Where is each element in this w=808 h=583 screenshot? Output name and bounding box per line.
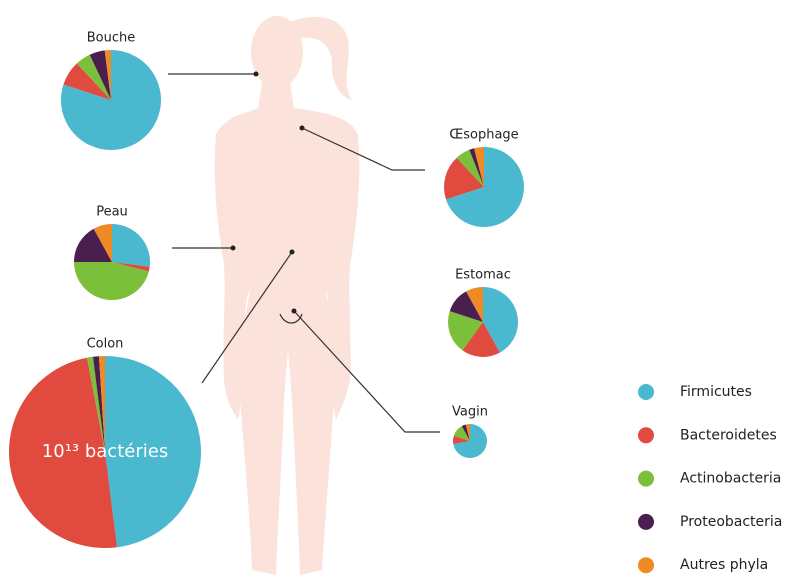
legend-label: Firmicutes [680,384,752,400]
pie-title: Estomac [455,268,511,283]
pie-annotation: 10¹³ bactéries [42,441,168,462]
pie-title: Peau [96,205,128,220]
legend-label: Proteobacteria [680,514,782,530]
pie-title: Œsophage [449,128,518,143]
legend-marker [638,427,654,443]
silhouette [215,16,360,575]
diagram: Bouche Œsophage Peau Estomac Colon 10¹³ bacté… [0,0,808,583]
legend-label: Actinobacteria [680,471,781,487]
connector-dot [300,126,305,131]
legend-marker [638,384,654,400]
legend-label: Bacteroidetes [680,427,777,443]
pie-title: Bouche [87,31,136,46]
pie-title: Colon [87,337,124,352]
connector-dot [292,309,297,314]
legend-marker [638,557,654,573]
connector-dot [290,250,295,255]
legend-marker [638,514,654,530]
legend: Firmicutes Bacteroidetes Actinobacteria Pro… [638,384,782,573]
legend-label: Autres phyla [680,557,768,573]
connector-dot [254,72,259,77]
legend-marker [638,471,654,487]
connector-dot [231,246,236,251]
pie-slice [112,224,150,267]
pie-title: Vagin [452,405,488,420]
